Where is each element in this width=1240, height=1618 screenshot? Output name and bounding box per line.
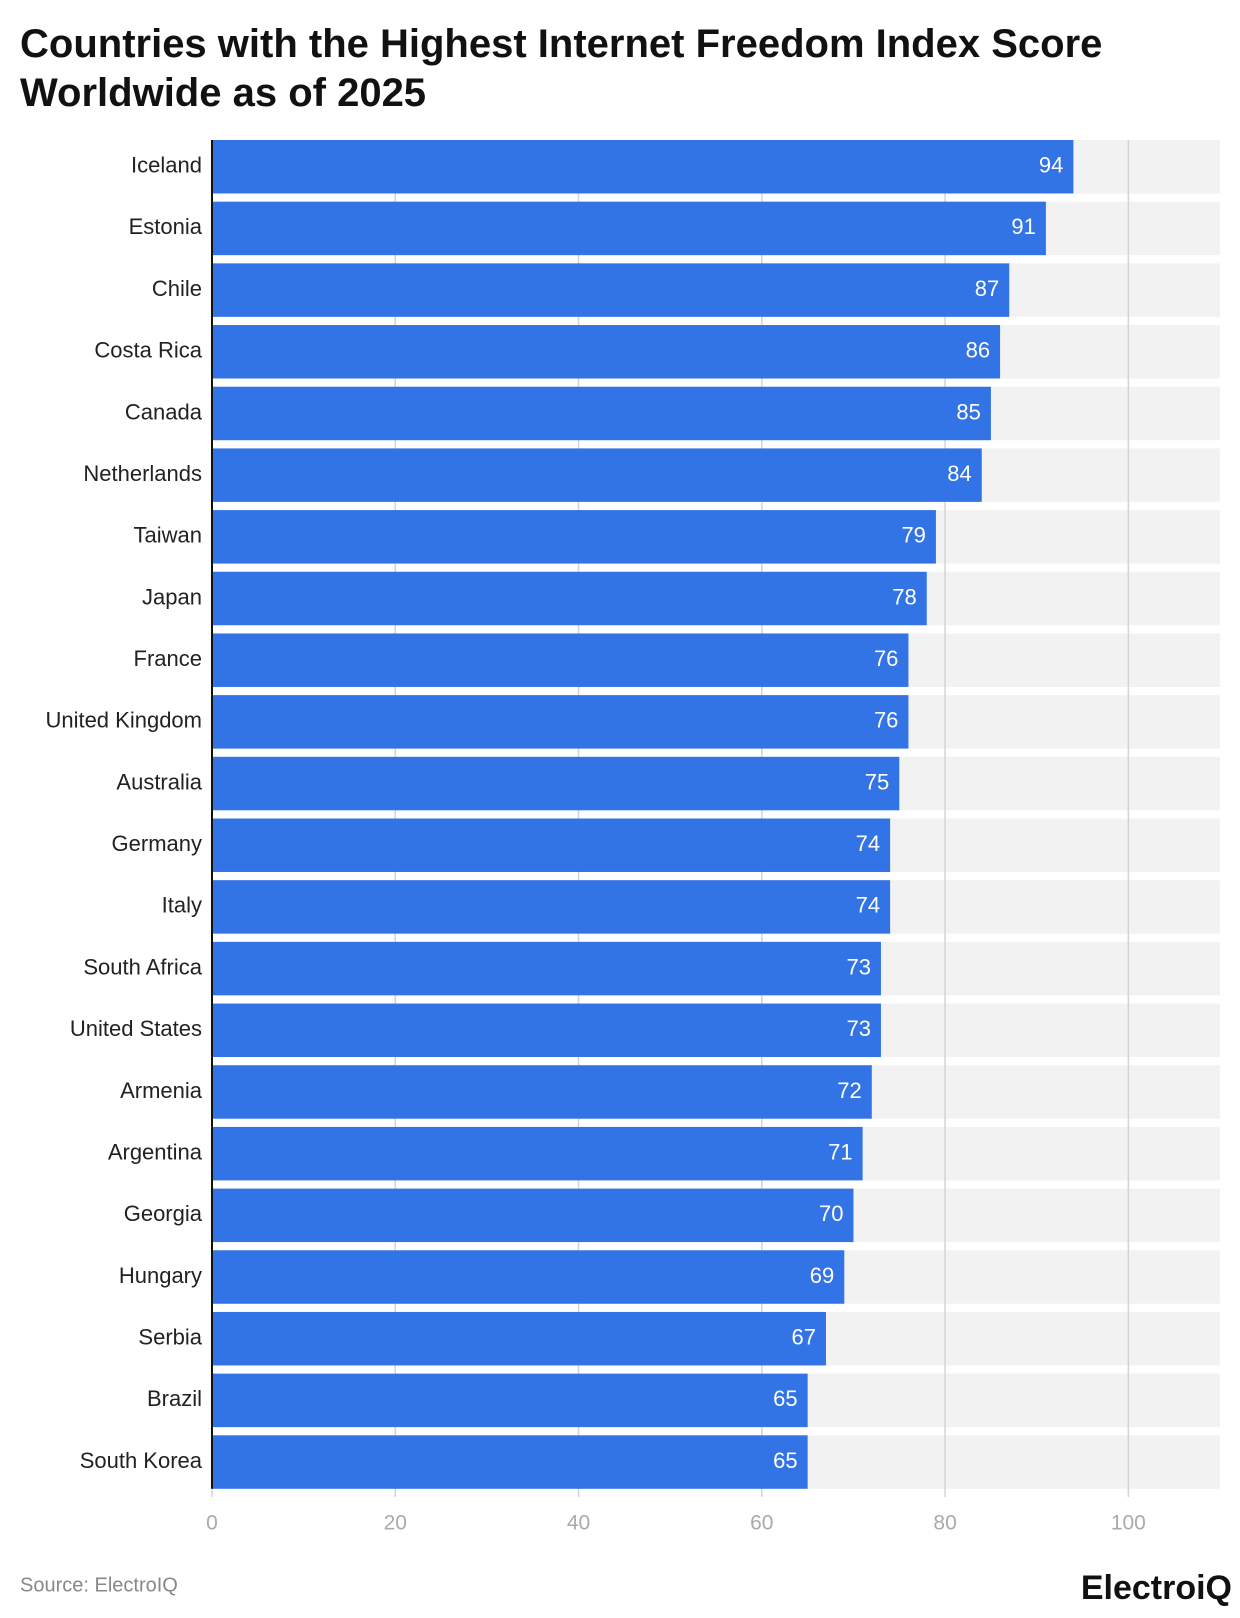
bar — [212, 1126, 863, 1181]
y-tick-label: Argentina — [108, 1139, 203, 1164]
y-tick-label: Armenia — [120, 1078, 203, 1103]
x-tick-label: 20 — [384, 1512, 407, 1535]
bar — [212, 1188, 854, 1243]
source: Source: ElectroIQ — [20, 1574, 178, 1596]
x-tick-label: 80 — [933, 1512, 956, 1535]
value-label: 76 — [874, 646, 898, 671]
y-tick-label: Estonia — [129, 214, 203, 239]
bar — [212, 201, 1046, 256]
value-label: 73 — [846, 1016, 870, 1041]
x-tick-label: 0 — [206, 1512, 218, 1535]
y-tick-label: France — [134, 646, 202, 671]
bar — [212, 633, 909, 687]
value-label: 75 — [865, 769, 889, 794]
y-tick-label: Australia — [116, 769, 202, 794]
value-label: 69 — [810, 1263, 834, 1288]
bar — [212, 756, 900, 811]
value-label: 94 — [1039, 153, 1063, 178]
y-tick-label: Italy — [162, 893, 202, 918]
y-tick-label: Canada — [125, 399, 203, 424]
y-tick-label: Taiwan — [134, 523, 202, 548]
value-label: 73 — [846, 954, 870, 979]
value-label: 70 — [819, 1201, 843, 1226]
bar — [212, 1250, 845, 1304]
x-tick-label: 100 — [1111, 1512, 1146, 1535]
bar — [212, 818, 891, 872]
y-tick-label: United States — [70, 1016, 202, 1041]
bar — [212, 510, 936, 564]
bar — [212, 941, 881, 996]
value-label: 87 — [975, 276, 999, 301]
y-tick-label: Chile — [152, 276, 202, 301]
value-label: 76 — [874, 708, 898, 733]
y-tick-label: Costa Rica — [94, 338, 202, 363]
value-label: 74 — [856, 831, 880, 856]
bar — [212, 386, 991, 441]
y-tick-label: South Korea — [80, 1448, 203, 1473]
bar — [212, 1435, 808, 1489]
logo: ElectroiQ — [1081, 1569, 1232, 1607]
value-label: 78 — [892, 584, 916, 609]
chart-title: Countries with the Highest Internet Free… — [20, 22, 1102, 115]
y-tick-label: Georgia — [124, 1201, 203, 1226]
bar — [212, 448, 982, 502]
bar — [212, 571, 927, 626]
value-label: 67 — [791, 1325, 815, 1350]
y-tick-label: South Africa — [83, 954, 202, 979]
value-label: 86 — [966, 338, 990, 363]
value-label: 65 — [773, 1448, 797, 1473]
bar — [212, 880, 891, 934]
value-label: 72 — [837, 1078, 861, 1103]
y-tick-label: Brazil — [147, 1386, 202, 1411]
y-tick-label: Germany — [112, 831, 202, 856]
bar — [212, 325, 1001, 379]
y-tick-label: Serbia — [138, 1325, 202, 1350]
value-label: 84 — [947, 461, 971, 486]
value-label: 65 — [773, 1386, 797, 1411]
x-tick-label: 60 — [750, 1512, 773, 1535]
bar — [212, 1373, 808, 1428]
x-tick-label: 40 — [567, 1512, 590, 1535]
value-label: 85 — [956, 399, 980, 424]
y-tick-label: Japan — [142, 584, 202, 609]
value-label: 74 — [856, 893, 880, 918]
bar — [212, 695, 909, 749]
bar — [212, 1311, 826, 1366]
bar — [212, 140, 1074, 194]
value-label: 71 — [828, 1139, 852, 1164]
value-label: 79 — [901, 523, 925, 548]
bar — [212, 1003, 881, 1058]
value-label: 91 — [1011, 214, 1035, 239]
y-tick-label: Iceland — [131, 153, 202, 178]
y-tick-label: Netherlands — [83, 461, 202, 486]
bar — [212, 263, 1010, 317]
y-tick-label: Hungary — [119, 1263, 202, 1288]
bar — [212, 1065, 872, 1119]
y-tick-label: United Kingdom — [45, 708, 202, 733]
